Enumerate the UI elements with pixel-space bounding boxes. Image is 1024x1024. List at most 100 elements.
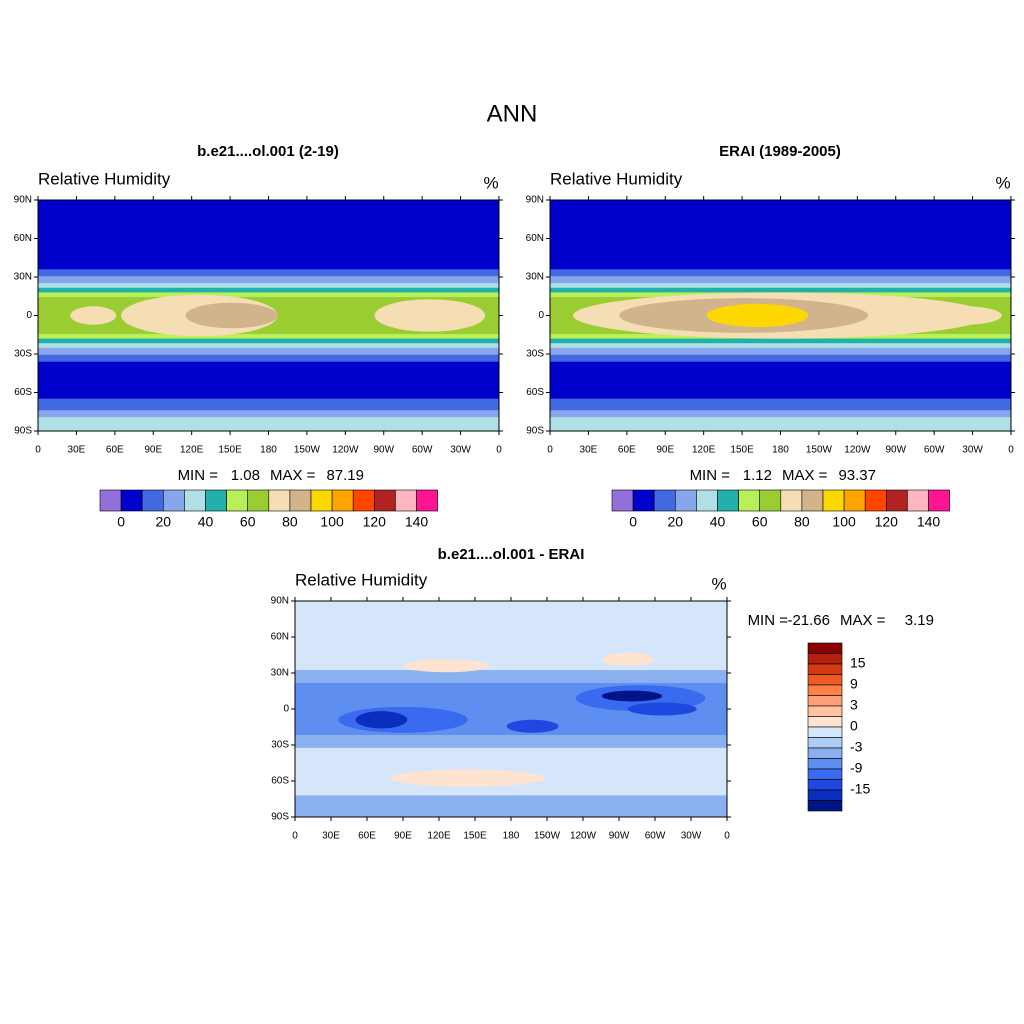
lon-tick-label: 150E — [463, 831, 487, 842]
contour-band — [38, 354, 499, 363]
variable-label: Relative Humidity — [295, 570, 428, 589]
colorbar-label: 0 — [629, 514, 637, 530]
contour-band — [550, 338, 1011, 344]
contour-band — [295, 795, 727, 817]
colorbar-box — [310, 489, 333, 512]
colorbar-box — [780, 489, 803, 512]
colorbar-box — [807, 789, 843, 801]
colorbar-label: -3 — [850, 739, 863, 755]
contour-band — [38, 343, 499, 349]
colorbar-box — [807, 653, 843, 665]
contour-band — [38, 276, 499, 284]
contour-blob — [601, 690, 663, 702]
contour-band — [550, 417, 1011, 431]
map-field — [295, 601, 727, 817]
min-label: MIN = — [748, 612, 789, 629]
colorbar-box — [864, 489, 887, 512]
colorbar-box — [184, 489, 206, 512]
lon-tick-label: 120W — [844, 445, 871, 456]
lon-tick-label: 0 — [724, 831, 730, 842]
contour-blob — [185, 302, 278, 329]
contour-band — [550, 200, 1011, 273]
units-label: % — [995, 173, 1010, 192]
contour-band — [38, 333, 499, 340]
colorbar-label: 60 — [240, 514, 256, 530]
colorbar-box — [632, 489, 655, 512]
contour-band — [550, 287, 1011, 293]
colorbar-label: 120 — [363, 514, 387, 530]
colorbar-label: 40 — [710, 514, 726, 530]
lat-tick-label: 60S — [14, 387, 32, 398]
contour-band — [38, 287, 499, 293]
contour-band — [38, 338, 499, 344]
colorbar-box — [738, 489, 760, 512]
lon-tick-label: 60W — [412, 445, 433, 456]
colorbar-box — [807, 747, 843, 759]
map-field — [550, 200, 1011, 431]
contour-band — [550, 269, 1011, 280]
lat-tick-label: 30N — [14, 272, 32, 283]
colorbar-label: 20 — [156, 514, 172, 530]
max-value: 3.19 — [905, 612, 934, 629]
contour-band — [550, 283, 1011, 289]
colorbar-label: -15 — [850, 781, 870, 797]
contour-band — [38, 292, 499, 298]
contour-blob — [627, 702, 697, 716]
colorbar-box — [416, 489, 438, 512]
colorbar-box — [653, 489, 676, 512]
lat-tick-label: 30S — [14, 349, 32, 360]
colorbar-label: 140 — [917, 514, 941, 530]
colorbar-box — [807, 695, 843, 707]
variable-label: Relative Humidity — [38, 169, 171, 188]
colorbar-box — [807, 642, 843, 654]
colorbar-box — [611, 489, 634, 512]
lat-tick-label: 0 — [283, 704, 289, 715]
contour-blob — [706, 303, 809, 328]
lon-tick-label: 30E — [322, 831, 340, 842]
max-label: MAX = — [840, 612, 886, 629]
contour-band — [38, 200, 499, 273]
contour-band — [550, 347, 1011, 356]
lon-tick-label: 90W — [373, 445, 394, 456]
colorbar-label: 3 — [850, 697, 858, 713]
lat-tick-label: 90S — [271, 812, 289, 823]
min-label: MIN = — [178, 467, 219, 484]
lat-tick-label: 90S — [14, 426, 32, 437]
lon-tick-label: 120W — [570, 831, 597, 842]
colorbar-box — [247, 489, 270, 512]
lon-tick-label: 60E — [106, 445, 124, 456]
contour-band — [38, 269, 499, 280]
units-label: % — [711, 574, 726, 593]
colorbar-label: 15 — [850, 655, 866, 671]
colorbar-box — [807, 684, 843, 696]
colorbar-box — [807, 768, 843, 780]
panel-title: b.e21....ol.001 (2-19) — [197, 143, 339, 160]
contour-blob — [601, 652, 654, 666]
contour-band — [38, 361, 499, 400]
colorbar-box — [807, 800, 843, 812]
lon-tick-label: 150W — [806, 445, 833, 456]
lon-tick-label: 120E — [692, 445, 716, 456]
colorbar-box — [99, 489, 122, 512]
contour-band — [550, 398, 1011, 411]
lon-tick-label: 0 — [292, 831, 298, 842]
contour-blob — [70, 306, 117, 325]
lon-tick-label: 0 — [1008, 445, 1014, 456]
lon-tick-label: 60W — [924, 445, 945, 456]
lon-tick-label: 180 — [503, 831, 520, 842]
colorbar-box — [822, 489, 845, 512]
contour-blob — [403, 659, 490, 673]
min-value: 1.12 — [743, 467, 772, 484]
colorbar-box — [205, 489, 227, 512]
contour-blob — [506, 719, 559, 733]
lon-tick-label: 60E — [618, 445, 636, 456]
contour-band — [38, 417, 499, 431]
contour-blob — [928, 306, 1002, 325]
colorbar-box — [268, 489, 291, 512]
colorbar-box — [696, 489, 718, 512]
lat-tick-label: 0 — [26, 310, 32, 321]
colorbar-box — [163, 489, 185, 512]
max-label: MAX = — [782, 467, 828, 484]
lon-tick-label: 30W — [962, 445, 983, 456]
colorbar-box — [885, 489, 908, 512]
